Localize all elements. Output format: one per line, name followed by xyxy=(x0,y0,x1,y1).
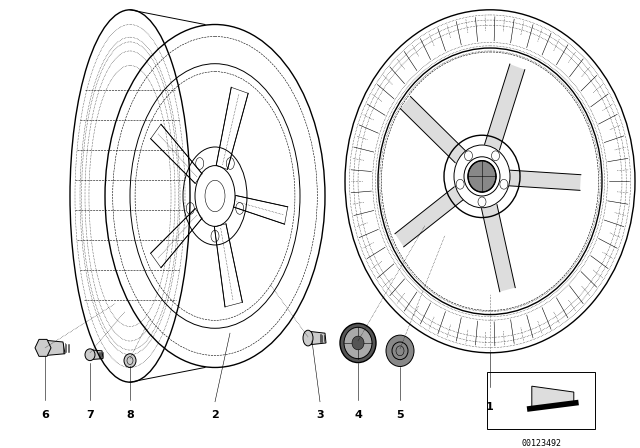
Text: 1: 1 xyxy=(486,402,494,412)
Text: 7: 7 xyxy=(86,409,94,420)
Polygon shape xyxy=(35,340,51,356)
Ellipse shape xyxy=(344,327,372,359)
Ellipse shape xyxy=(386,335,414,366)
Polygon shape xyxy=(532,386,574,408)
Text: 4: 4 xyxy=(354,409,362,420)
Ellipse shape xyxy=(124,354,136,367)
Ellipse shape xyxy=(340,323,376,362)
Polygon shape xyxy=(90,350,103,360)
Text: 2: 2 xyxy=(211,409,219,420)
Ellipse shape xyxy=(85,349,95,361)
Polygon shape xyxy=(481,205,515,292)
Text: 8: 8 xyxy=(126,409,134,420)
Bar xyxy=(487,372,595,429)
Text: 5: 5 xyxy=(396,409,404,420)
Ellipse shape xyxy=(303,330,313,346)
Ellipse shape xyxy=(468,161,496,192)
Text: 3: 3 xyxy=(316,409,324,420)
Polygon shape xyxy=(401,96,465,163)
Ellipse shape xyxy=(352,336,364,350)
Polygon shape xyxy=(43,340,65,356)
Polygon shape xyxy=(395,187,463,247)
Polygon shape xyxy=(484,64,525,150)
Polygon shape xyxy=(308,331,326,345)
Polygon shape xyxy=(509,170,581,190)
Text: 00123492: 00123492 xyxy=(521,439,561,448)
Text: 6: 6 xyxy=(41,409,49,420)
